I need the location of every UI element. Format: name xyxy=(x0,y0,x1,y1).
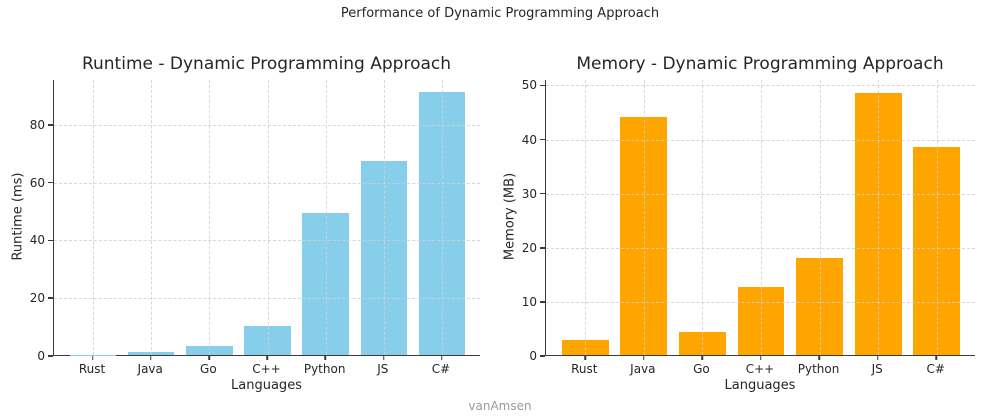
runtime-chart-title: Runtime - Dynamic Programming Approach xyxy=(81,54,452,74)
y-tick-mark xyxy=(48,297,53,299)
x-tick-label: C# xyxy=(431,362,451,376)
y-tick-label: 0 xyxy=(37,349,45,363)
bar-rust xyxy=(561,340,609,355)
horizontal-gridline xyxy=(546,85,975,87)
vertical-gridline xyxy=(761,80,762,355)
vertical-gridline xyxy=(267,80,269,355)
bar-c xyxy=(244,326,291,355)
y-tick-label: 10 xyxy=(521,294,537,309)
x-tick-mark xyxy=(760,356,762,360)
x-tick-label: C# xyxy=(926,362,945,376)
y-tick-mark xyxy=(48,124,53,126)
x-tick-label: Go xyxy=(693,362,710,376)
x-tick-label: Java xyxy=(630,362,656,376)
y-tick-label: 0 xyxy=(529,349,537,363)
x-tick-mark xyxy=(877,356,879,360)
x-tick-label: JS xyxy=(377,362,389,376)
runtime-x-axis-label: Languages xyxy=(231,378,302,393)
y-tick-mark xyxy=(540,192,545,195)
x-tick-label: Java xyxy=(137,362,163,376)
y-tick-label: 80 xyxy=(29,117,45,132)
bar-c xyxy=(418,92,466,355)
y-tick-label: 40 xyxy=(521,132,537,147)
vertical-gridline xyxy=(878,80,880,355)
x-tick-label: JS xyxy=(871,362,883,376)
x-tick-mark xyxy=(935,356,938,360)
vertical-gridline xyxy=(151,80,153,355)
y-tick-label: 20 xyxy=(29,291,45,306)
runtime-plot-area xyxy=(53,80,480,356)
x-tick-mark xyxy=(150,356,152,360)
bar-c xyxy=(737,287,785,355)
x-tick-mark xyxy=(701,356,703,360)
horizontal-gridline xyxy=(546,193,975,195)
x-tick-label: Rust xyxy=(78,362,106,376)
y-tick-mark xyxy=(540,84,545,87)
memory-plot-area xyxy=(545,80,975,356)
horizontal-gridline xyxy=(546,247,975,249)
memory-y-axis-label: Memory (MB) xyxy=(502,172,518,261)
y-tick-mark xyxy=(540,247,545,249)
y-tick-label: 40 xyxy=(29,233,45,248)
horizontal-gridline xyxy=(54,298,480,300)
x-tick-mark xyxy=(440,356,443,360)
vertical-gridline xyxy=(643,80,645,355)
vertical-gridline xyxy=(383,80,385,355)
memory-chart-title: Memory - Dynamic Programming Approach xyxy=(576,54,944,74)
y-tick-mark xyxy=(48,355,53,357)
horizontal-gridline xyxy=(546,139,975,141)
x-tick-label: Rust xyxy=(571,362,598,376)
y-tick-mark xyxy=(48,239,53,242)
y-tick-mark xyxy=(540,301,545,303)
x-tick-mark xyxy=(324,356,327,360)
y-tick-label: 30 xyxy=(521,186,537,201)
bar-python xyxy=(302,213,349,355)
x-tick-mark xyxy=(584,356,586,360)
x-tick-mark xyxy=(266,356,268,360)
bar-js xyxy=(854,93,902,355)
vertical-gridline xyxy=(93,80,95,355)
vertical-gridline xyxy=(936,80,938,355)
vertical-gridline xyxy=(585,80,587,355)
watermark: vanAmsen xyxy=(468,399,532,413)
vertical-gridline xyxy=(702,80,704,355)
y-tick-label: 50 xyxy=(521,78,537,93)
x-tick-label: Python xyxy=(797,362,840,376)
vertical-gridline xyxy=(325,80,327,355)
y-tick-label: 60 xyxy=(29,175,45,190)
horizontal-gridline xyxy=(54,182,480,184)
x-tick-label: C++ xyxy=(252,362,281,376)
bar-js xyxy=(360,161,408,355)
y-tick-mark xyxy=(540,355,545,357)
y-tick-mark xyxy=(540,138,545,141)
x-tick-label: Go xyxy=(200,362,217,376)
horizontal-gridline xyxy=(54,124,480,126)
x-tick-mark xyxy=(642,356,645,360)
x-tick-mark xyxy=(382,356,385,360)
x-tick-mark xyxy=(92,356,94,360)
memory-x-axis-label: Languages xyxy=(724,378,796,393)
y-tick-label: 20 xyxy=(521,240,537,255)
vertical-gridline xyxy=(819,80,821,355)
horizontal-gridline xyxy=(54,240,480,242)
x-tick-label: C++ xyxy=(745,362,775,376)
x-tick-label: Python xyxy=(303,362,346,376)
x-tick-mark xyxy=(818,356,821,360)
vertical-gridline xyxy=(441,80,443,355)
vertical-gridline xyxy=(209,80,211,355)
horizontal-gridline xyxy=(546,301,975,303)
y-tick-mark xyxy=(48,181,53,184)
x-tick-mark xyxy=(208,356,210,360)
figure-title: Performance of Dynamic Programming Appro… xyxy=(340,6,660,21)
